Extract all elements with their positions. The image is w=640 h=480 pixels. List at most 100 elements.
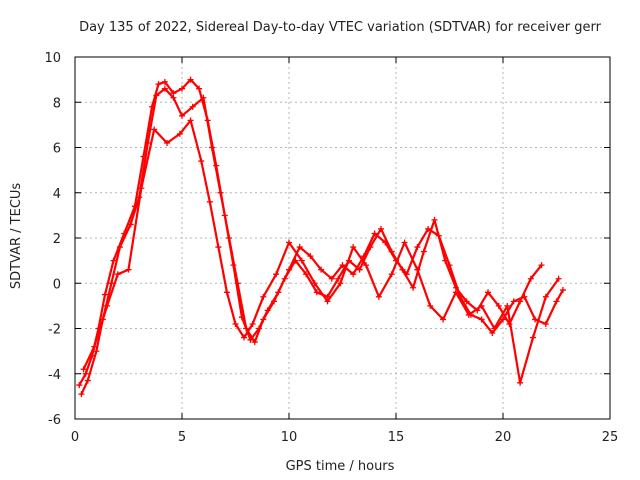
data-series [76,76,566,398]
data-point [116,244,123,251]
chart-title: Day 135 of 2022, Sidereal Day-to-day VTE… [79,20,601,35]
data-point [296,244,303,251]
data-point [114,271,121,278]
data-point [93,348,100,355]
data-point [452,289,459,296]
data-point [292,257,299,264]
axis-ticks [74,56,611,420]
data-point [517,298,524,305]
data-point [367,244,374,251]
x-tick-label: 0 [71,430,79,445]
data-point [286,239,292,246]
x-tick-labels: 0 5 10 15 20 25 [71,430,618,445]
data-point [179,112,185,119]
data-point [91,343,98,350]
data-point [510,298,517,305]
data-point [170,94,177,101]
data-point [427,302,434,309]
y-axis-label: SDTVAR / TECUs [9,183,24,290]
data-point [187,117,194,124]
y-tick-label: 2 [53,232,61,247]
data-point [187,76,194,83]
data-point [318,266,325,273]
data-point [542,293,549,300]
data-point [491,325,498,332]
data-point [307,253,314,260]
data-point [500,316,506,323]
data-point [196,85,203,92]
data-point [127,221,134,228]
data-point [311,280,318,287]
data-point [108,280,115,287]
data-point [189,103,196,110]
data-point [555,275,562,282]
y-tick-labels: -6 -4 -2 0 2 4 6 8 10 [44,51,61,428]
x-tick-label: 5 [178,430,186,445]
data-point [208,144,215,151]
data-point [440,316,447,323]
data-point [532,316,539,323]
data-point [324,298,331,305]
data-point [350,244,357,251]
data-point [206,198,213,205]
y-tick-label: -6 [48,413,61,428]
data-point [271,298,278,305]
data-point [414,266,421,273]
data-point [425,225,432,232]
y-tick-label: -2 [48,323,61,338]
data-point [478,302,485,309]
y-tick-label: -4 [48,368,61,383]
data-point [410,284,417,291]
x-tick-label: 15 [388,430,405,445]
series-2 [78,85,545,398]
data-point [243,325,250,332]
data-point [442,257,449,264]
data-point [151,126,158,133]
data-point [82,370,89,377]
data-point [110,257,117,264]
data-point [164,139,171,146]
data-point [542,320,549,327]
data-point [153,92,160,99]
y-tick-label: 6 [53,142,61,157]
data-point [217,189,224,196]
data-point [251,339,258,346]
data-point [303,271,310,278]
series-line [82,119,560,384]
data-point [260,293,267,300]
data-point [339,262,346,269]
data-point [431,216,438,223]
data-point [161,85,168,92]
data-point [399,266,406,273]
data-point [504,302,511,309]
data-point [223,289,230,296]
x-axis-label: GPS time / hours [286,459,395,474]
data-point [101,291,108,298]
data-point [375,293,382,300]
series-1 [76,76,566,389]
data-point [414,244,421,251]
series-line [80,87,543,396]
x-tick-label: 10 [281,430,298,445]
data-point [226,235,233,241]
x-tick-label: 25 [602,430,619,445]
data-point [76,382,83,389]
data-point [478,316,485,323]
data-point [249,320,256,327]
data-point [200,94,207,101]
data-point [559,287,566,294]
data-point [241,334,248,341]
data-point [84,377,91,384]
data-point [378,225,385,232]
data-point [125,266,132,273]
data-point [198,158,205,165]
data-point [420,248,427,255]
y-tick-label: 4 [53,187,61,202]
y-tick-label: 8 [53,96,61,111]
data-point [161,78,168,85]
data-point [78,391,85,398]
data-point [363,262,370,269]
data-point [176,130,183,137]
data-point [155,81,162,88]
